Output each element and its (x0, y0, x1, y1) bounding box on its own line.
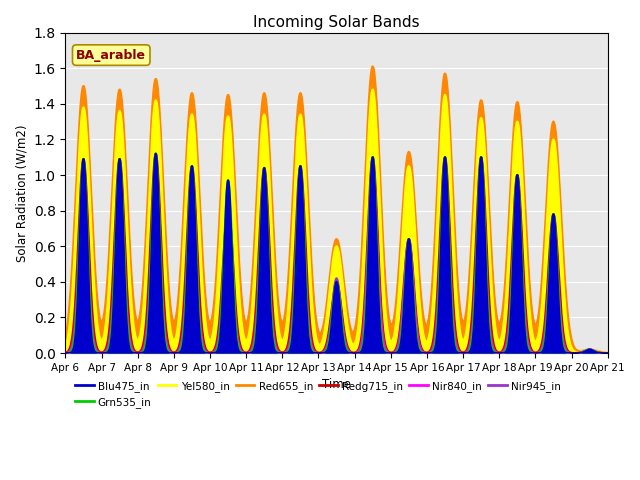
Text: BA_arable: BA_arable (76, 48, 147, 61)
X-axis label: Time: Time (322, 378, 351, 391)
Y-axis label: Solar Radiation (W/m2): Solar Radiation (W/m2) (15, 124, 28, 262)
Legend: Blu475_in, Grn535_in, Yel580_in, Red655_in, Redg715_in, Nir840_in, Nir945_in: Blu475_in, Grn535_in, Yel580_in, Red655_… (70, 377, 565, 412)
Title: Incoming Solar Bands: Incoming Solar Bands (253, 15, 420, 30)
